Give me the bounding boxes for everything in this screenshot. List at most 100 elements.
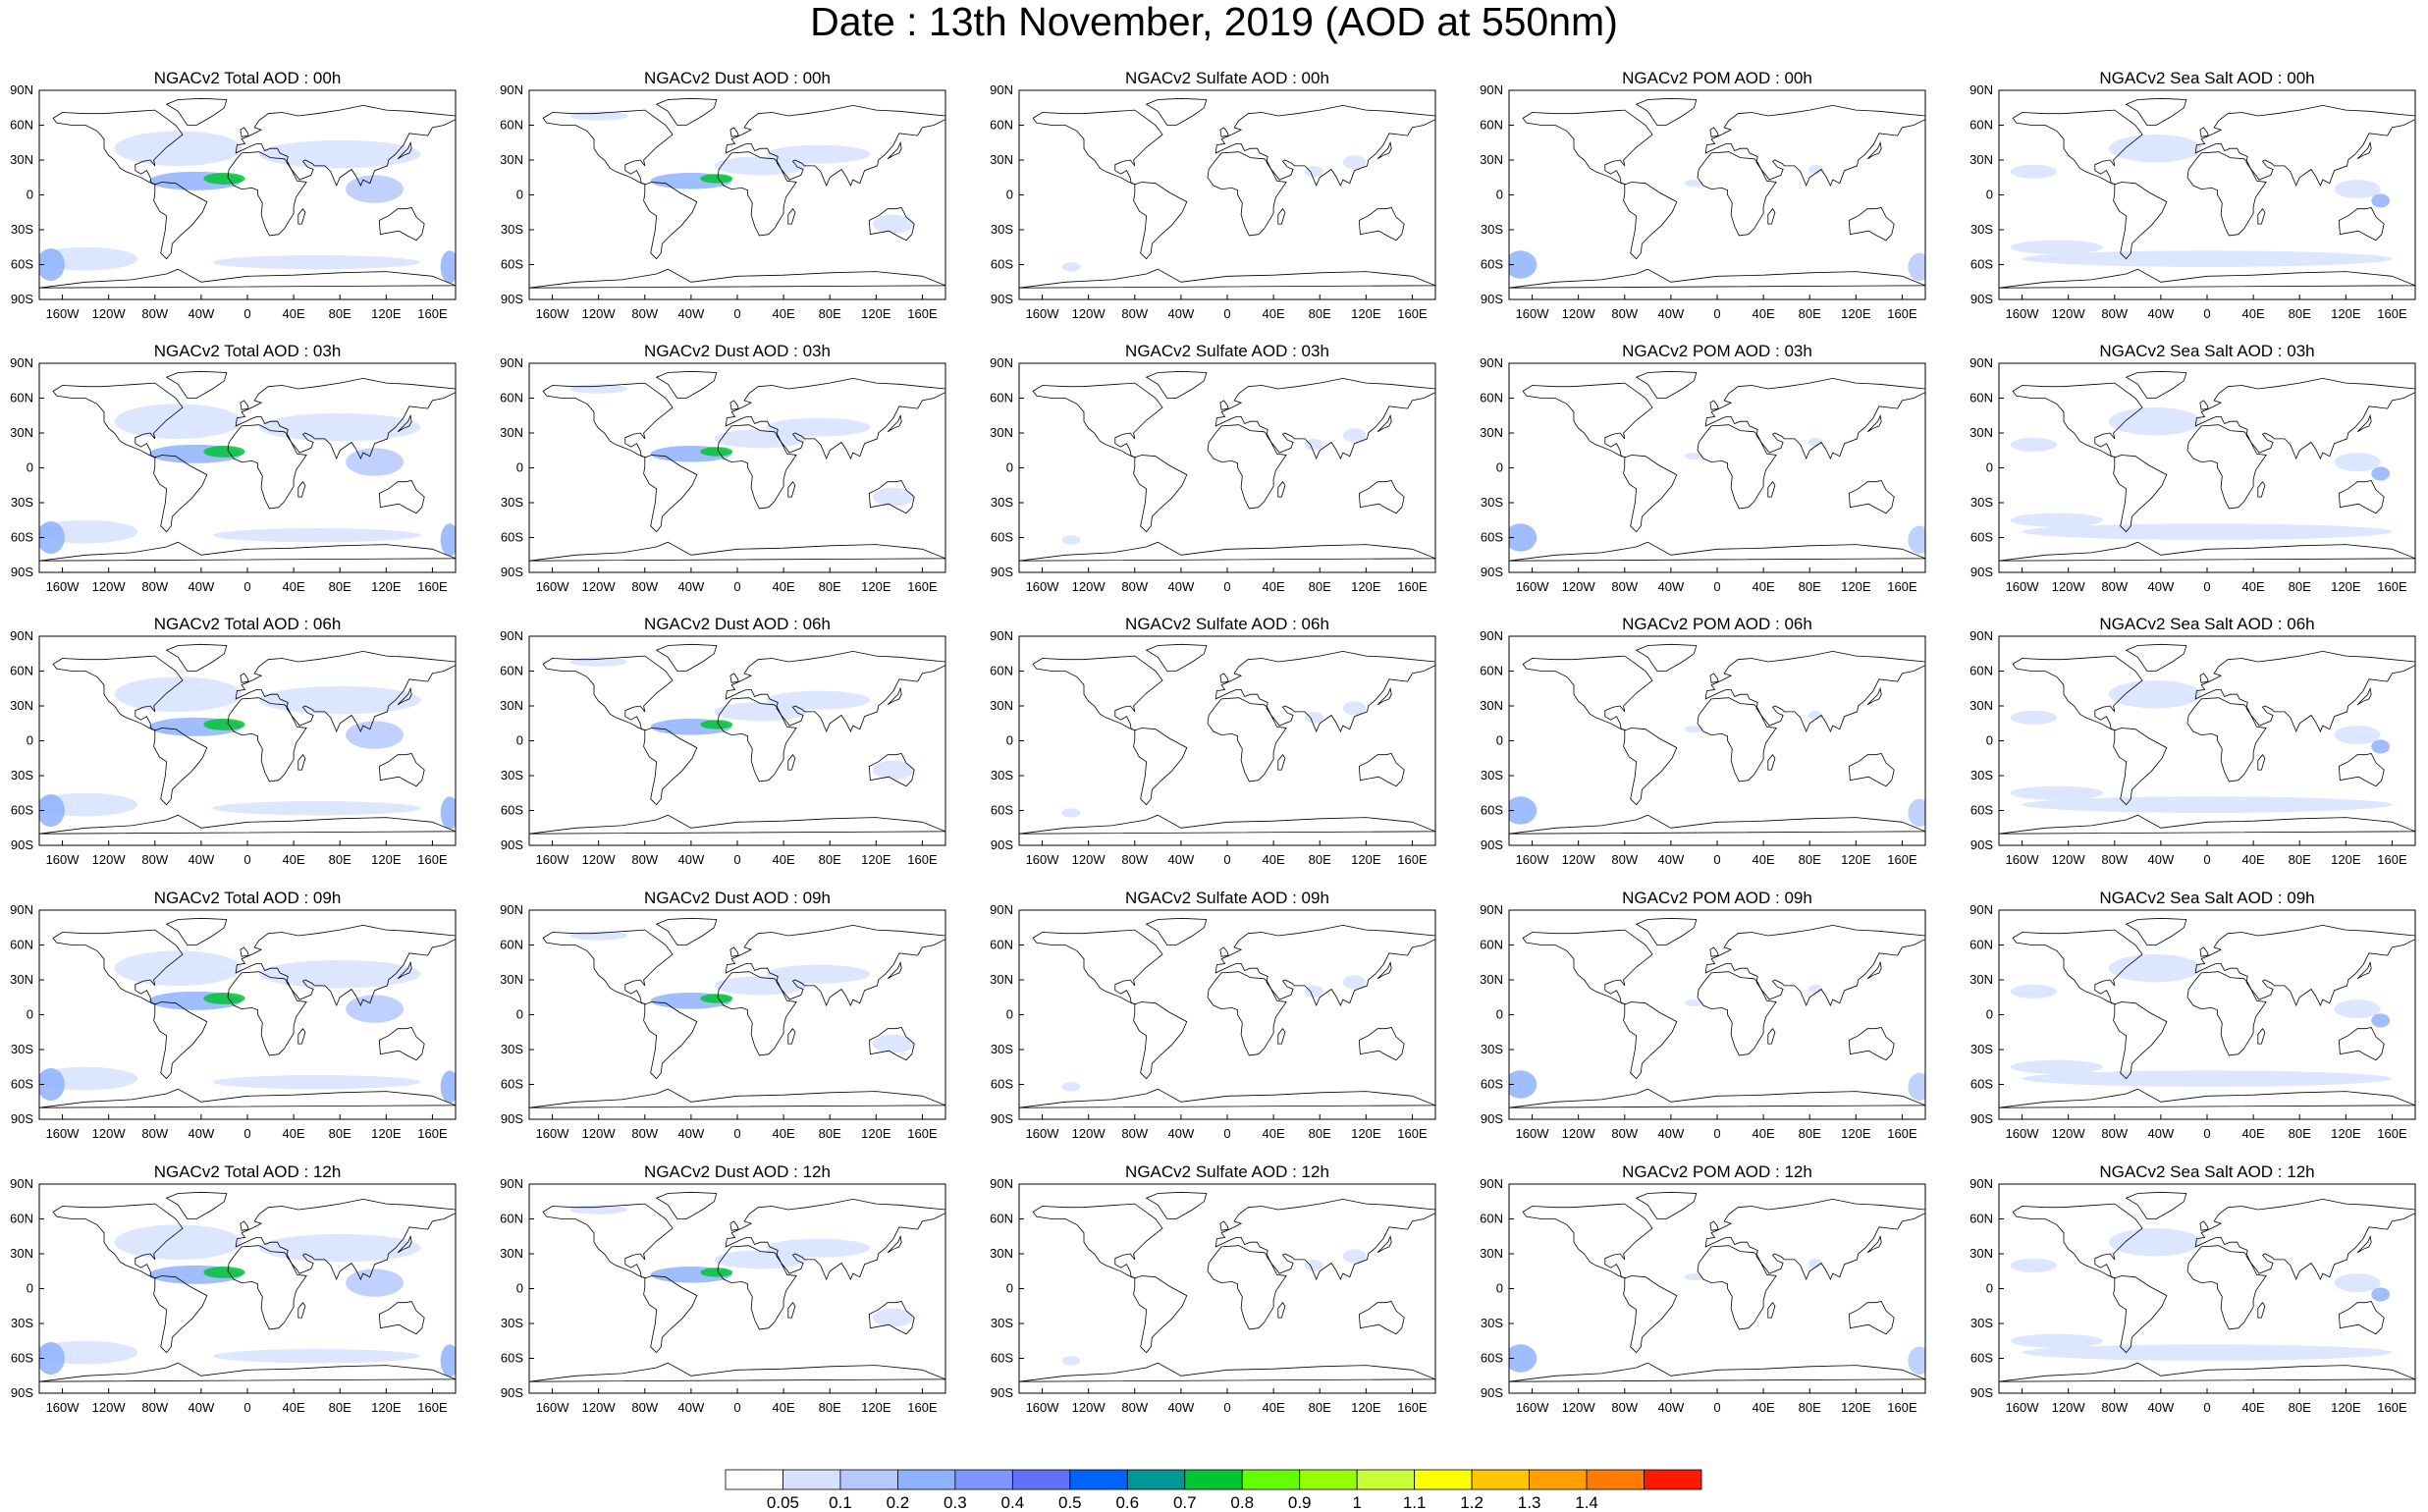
aod-plume xyxy=(1061,1356,1081,1366)
lon-label: 160E xyxy=(417,306,448,321)
lat-label: 30N xyxy=(1480,972,1503,987)
lon-label: 40W xyxy=(678,852,705,867)
lon-label: 160W xyxy=(46,579,81,594)
lon-label: 80W xyxy=(2101,852,2128,867)
colorbar-swatch xyxy=(897,1469,956,1490)
lon-label: 160W xyxy=(536,1400,570,1415)
lat-label: 0 xyxy=(516,188,523,202)
coastline-madagascar xyxy=(2257,754,2266,771)
coastline-antarctica xyxy=(529,541,945,562)
coastline-africa xyxy=(1697,697,1777,783)
coastline-greenland xyxy=(655,97,718,126)
lon-label: 160W xyxy=(46,852,81,867)
aod-plume xyxy=(700,720,733,729)
world-map: 90N 60N 30N 0 30S 60S 90S 160W 120W 80W 40W 0 40E 80E… xyxy=(500,628,946,867)
lon-label: 40W xyxy=(189,1400,215,1415)
colorbar-label: 0.05 xyxy=(767,1493,799,1512)
lat-label: 90N xyxy=(1969,1176,1993,1191)
lat-label: 60S xyxy=(1970,803,1993,818)
lat-label: 0 xyxy=(1006,1281,1013,1296)
map-panel: NGACv2 POM AOD : 06h 90N 60N 30N 0 30S 60S 90S 1… xyxy=(1470,615,1965,883)
lat-label: 90N xyxy=(500,355,523,370)
lat-label: 60S xyxy=(1481,257,1503,272)
colorbar-label: 0.3 xyxy=(944,1493,967,1512)
aod-plume xyxy=(700,994,733,1003)
coastline-madagascar xyxy=(1767,754,1776,771)
lat-label: 0 xyxy=(516,460,523,475)
colorbar-label: 1.2 xyxy=(1460,1493,1484,1512)
lon-label: 40E xyxy=(283,306,305,321)
lon-label: 160E xyxy=(2377,852,2407,867)
world-map: 90N 60N 30N 0 30S 60S 90S 160W 120W 80W 40W 0 40E 80E… xyxy=(500,82,946,321)
lon-label: 120E xyxy=(1351,1400,1381,1415)
map-panel: NGACv2 Sulfate AOD : 09h 90N 60N 30N 0 30S 60S… xyxy=(980,889,1475,1157)
aod-plume xyxy=(346,721,404,749)
lat-label: 30S xyxy=(1481,495,1503,510)
aod-plume xyxy=(2010,240,2103,254)
lat-label: 30N xyxy=(500,698,523,713)
lon-label: 160W xyxy=(1026,306,1060,321)
lat-label: 60S xyxy=(1970,1077,1993,1092)
lon-label: 40E xyxy=(283,1400,305,1415)
coastline-south-america xyxy=(1623,1001,1678,1080)
coastline-eurasia xyxy=(725,1198,945,1281)
coastline-south-america xyxy=(153,455,208,533)
coastline-eurasia xyxy=(1214,924,1435,1007)
coastline-britain xyxy=(2199,673,2209,683)
aod-plume xyxy=(258,139,421,169)
aod-plume xyxy=(1061,808,1081,818)
colorbar-swatch xyxy=(1414,1469,1473,1490)
world-map: 90N 60N 30N 0 30S 60S 90S 160W 120W 80W 40W 0 40E 80E… xyxy=(1480,82,1926,321)
lat-label: 60N xyxy=(10,1212,33,1226)
lat-label: 90N xyxy=(1969,628,1993,643)
coastline-africa xyxy=(227,151,307,237)
coastline-britain xyxy=(2199,127,2209,137)
lat-label: 60S xyxy=(1481,1077,1503,1092)
coastline-north-america xyxy=(52,1203,184,1279)
coastline-greenland xyxy=(2125,917,2187,945)
lat-label: 90N xyxy=(1969,355,1993,370)
lon-label: 80E xyxy=(329,579,351,594)
lat-label: 30S xyxy=(501,222,523,237)
lon-label: 0 xyxy=(1223,1126,1230,1141)
lat-label: 90N xyxy=(1480,82,1503,97)
coastline-north-america xyxy=(2012,109,2143,186)
aod-plume xyxy=(1685,180,1703,188)
aod-plume xyxy=(1061,535,1081,545)
aod-plume xyxy=(1342,975,1367,990)
aod-plume xyxy=(1908,1346,1925,1376)
lat-label: 0 xyxy=(1006,733,1013,748)
coastline-south-america xyxy=(2113,182,2168,260)
coastline-antarctica xyxy=(39,541,456,562)
lon-label: 120W xyxy=(2052,579,2086,594)
lon-label: 0 xyxy=(1223,306,1230,321)
coastline-antarctica xyxy=(1509,268,1925,289)
lon-label: 120W xyxy=(92,306,127,321)
lat-label: 30S xyxy=(1970,495,1993,510)
lon-label: 160E xyxy=(1397,1126,1428,1141)
coastline-antarctica xyxy=(529,814,945,835)
lat-label: 30S xyxy=(1481,1042,1503,1056)
coastline-antarctica xyxy=(529,268,945,289)
coastline-madagascar xyxy=(1767,208,1776,225)
coastline-north-america xyxy=(1032,655,1163,731)
lon-label: 120E xyxy=(371,579,402,594)
coastline-australia xyxy=(1848,1301,1895,1335)
coastline-eurasia xyxy=(725,104,945,188)
lat-label: 90S xyxy=(11,1111,33,1126)
coastline-madagascar xyxy=(1277,1302,1286,1319)
world-map: 90N 60N 30N 0 30S 60S 90S 160W 120W 80W 40W 0 40E 80E… xyxy=(990,82,1436,321)
coastline-north-america xyxy=(2012,655,2143,731)
world-map: 90N 60N 30N 0 30S 60S 90S 160W 120W 80W 40W 0 40E 80E… xyxy=(500,902,946,1141)
aod-plume xyxy=(1304,985,1323,998)
aod-plume xyxy=(2334,453,2381,472)
aod-plume xyxy=(872,1308,915,1327)
lon-label: 0 xyxy=(243,852,250,867)
lat-label: 60N xyxy=(1480,118,1503,133)
lon-label: 80E xyxy=(2289,852,2311,867)
lon-label: 120E xyxy=(1841,1126,1871,1141)
panel-title: NGACv2 Total AOD : 09h xyxy=(153,889,342,907)
aod-plume xyxy=(114,404,243,439)
coastline-africa xyxy=(717,424,797,510)
lon-label: 160W xyxy=(1516,1126,1550,1141)
